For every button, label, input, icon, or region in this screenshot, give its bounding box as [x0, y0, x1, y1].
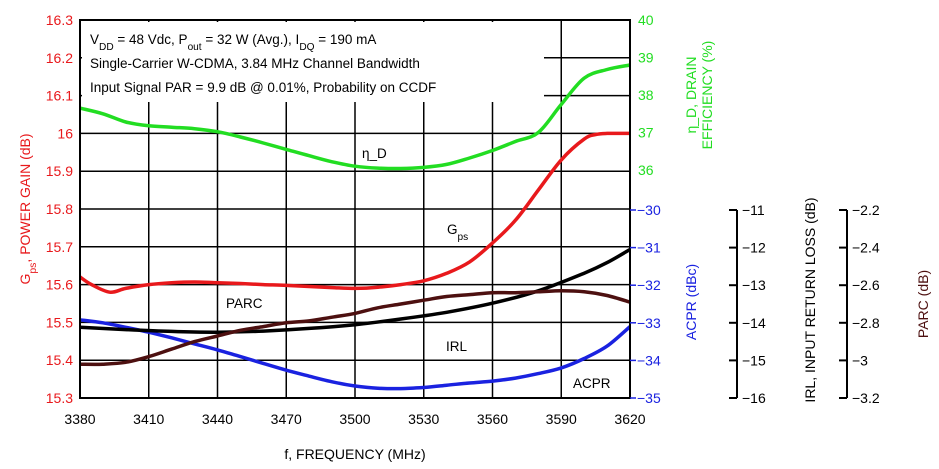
efficiency-tick-label: 36	[638, 162, 654, 178]
condition-line-2: Single-Carrier W-CDMA, 3.84 MHz Channel …	[90, 56, 420, 71]
irl-tick-label: −15	[742, 352, 766, 368]
gain-tick-label: 16.3	[46, 12, 73, 28]
series-line-gain	[78, 131, 631, 295]
gain-tick-label: 15.9	[46, 163, 73, 179]
efficiency-tick-label: 40	[638, 12, 654, 28]
x-tick-label: 3410	[133, 411, 164, 427]
irl-axis-label: IRL, INPUT RETURN LOSS (dB)	[802, 197, 818, 402]
efficiency-axis-label-line1: η_D, DRAIN	[683, 56, 699, 133]
gain-axis-label: Gps, POWER GAIN (dB)	[17, 133, 39, 284]
condition-line-1: VDD = 48 Vdc, Pout = 32 W (Avg.), IDQ = …	[90, 32, 376, 53]
x-tick-label: 3440	[202, 411, 233, 427]
series-line-parc	[79, 289, 631, 367]
conditions-box	[82, 22, 544, 102]
acpr-tick-label: −34	[637, 352, 661, 368]
irl-tick-label: −12	[742, 240, 766, 256]
x-tick-label: 3380	[64, 411, 95, 427]
acpr-tick-label: −35	[637, 390, 661, 406]
acpr-axis-label: ACPR (dBc)	[683, 264, 699, 340]
eta-annotation: η_D	[362, 146, 387, 161]
efficiency-tick-label: 38	[638, 87, 654, 103]
efficiency-tick-label: 37	[638, 125, 654, 141]
gain-tick-label: 15.8	[46, 201, 73, 217]
gain-tick-label: 15.5	[46, 314, 73, 330]
gain-tick-label: 15.3	[46, 390, 73, 406]
parc-axis-label: PARC (dB)	[915, 270, 931, 338]
parc-tick-label: −2.2	[852, 202, 880, 218]
gain-tick-label: 16.2	[46, 50, 73, 66]
irl-tick-label: −11	[742, 202, 765, 218]
gain-tick-label: 16	[57, 125, 73, 141]
efficiency-axis-label-line2: EFFICIENCY (%)	[699, 41, 715, 150]
irl-tick-label: −16	[742, 390, 766, 406]
gain-tick-label: 15.7	[46, 239, 73, 255]
acpr-tick-label: −30	[637, 202, 661, 218]
gain-tick-label: 16.1	[46, 88, 73, 104]
axes: 3380 3410 3440 3470 3500 3530 3560 3590 3620 15.3…	[46, 12, 880, 427]
irl-annotation: IRL	[446, 339, 468, 354]
condition-line-3: Input Signal PAR = 9.9 dB @ 0.01%, Proba…	[90, 80, 436, 95]
gain-tick-label: 15.6	[46, 277, 73, 293]
x-axis-label: f, FREQUENCY (MHz)	[284, 446, 425, 462]
parc-tick-label: −3	[852, 352, 868, 368]
x-tick-label: 3530	[408, 411, 439, 427]
acpr-tick-label: −32	[637, 277, 661, 293]
parc-tick-label: −3.2	[852, 390, 880, 406]
gps-annotation: Gps	[447, 222, 468, 243]
irl-tick-label: −14	[742, 315, 766, 331]
parc-tick-label: −2.6	[852, 277, 880, 293]
series-layer	[78, 63, 632, 391]
x-tick-label: 3560	[477, 411, 508, 427]
efficiency-tick-label: 39	[638, 50, 654, 66]
plot-frame	[79, 19, 631, 399]
parc-tick-label: −2.4	[852, 240, 880, 256]
x-tick-label: 3590	[546, 411, 577, 427]
x-tick-label: 3470	[271, 411, 302, 427]
series-line-irl	[79, 247, 631, 334]
x-tick-label: 3620	[614, 411, 645, 427]
series-line-acpr	[79, 318, 632, 391]
acpr-tick-label: −31	[637, 240, 661, 256]
parc-annotation: PARC	[226, 296, 263, 311]
irl-tick-label: −13	[742, 277, 766, 293]
parc-tick-label: −2.8	[852, 315, 880, 331]
gain-tick-label: 15.4	[46, 352, 73, 368]
acpr-tick-label: −33	[637, 315, 661, 331]
acpr-annotation: ACPR	[573, 376, 611, 391]
series-line-efficiency	[79, 63, 631, 171]
x-tick-label: 3500	[339, 411, 370, 427]
